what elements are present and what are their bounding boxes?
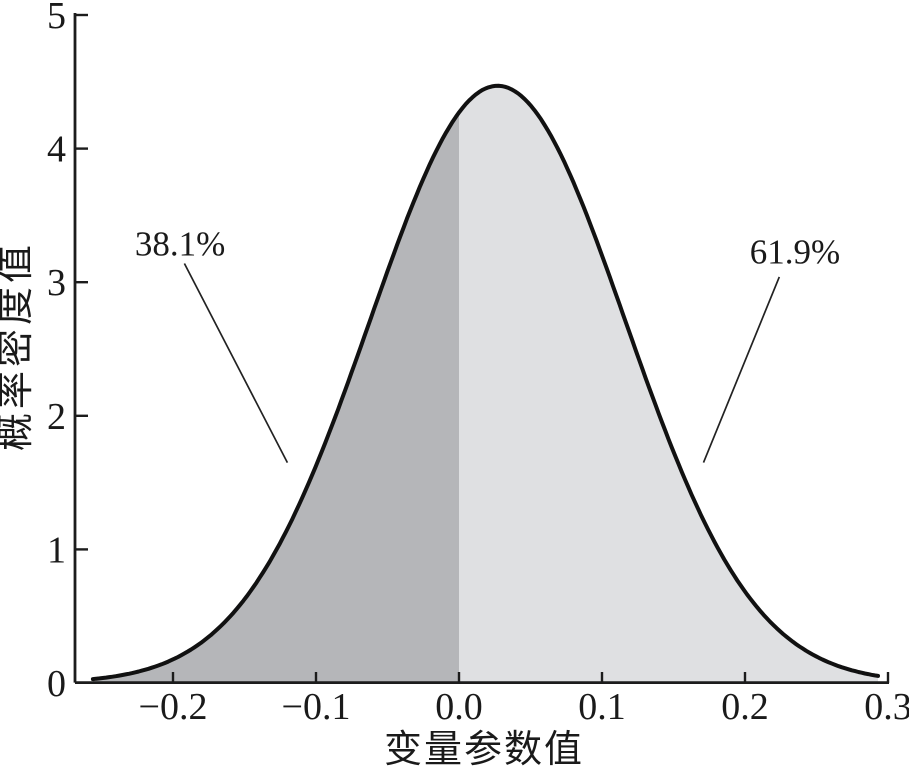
y-axis-title: 概率密度值 [0,241,37,451]
x-tick-label: 0.0 [435,686,483,728]
x-tick-label: 0.2 [721,686,769,728]
annotation-leader-line [183,263,289,463]
x-tick-label: −0.1 [282,686,351,728]
annotation-leader-line [702,276,781,463]
x-axis-title: 变量参数值 [384,729,584,771]
y-tick-label: 4 [47,129,66,171]
region-fill-above-zero [459,85,878,685]
x-tick-label: 0.3 [864,686,909,728]
axes-lines [73,13,889,684]
bell-curve-path [90,83,880,682]
y-tick-label: 3 [47,262,66,304]
y-tick-label: 1 [47,529,66,571]
annotation-label: 38.1% [135,225,225,264]
region-fill-below-zero [92,112,460,684]
y-tick-label: 2 [47,396,66,438]
x-tick-label: 0.1 [578,686,626,728]
y-tick-label: 0 [47,663,66,705]
x-tick-label: −0.2 [139,686,208,728]
y-tick-label: 5 [47,0,66,37]
annotation-label: 61.9% [750,233,840,272]
